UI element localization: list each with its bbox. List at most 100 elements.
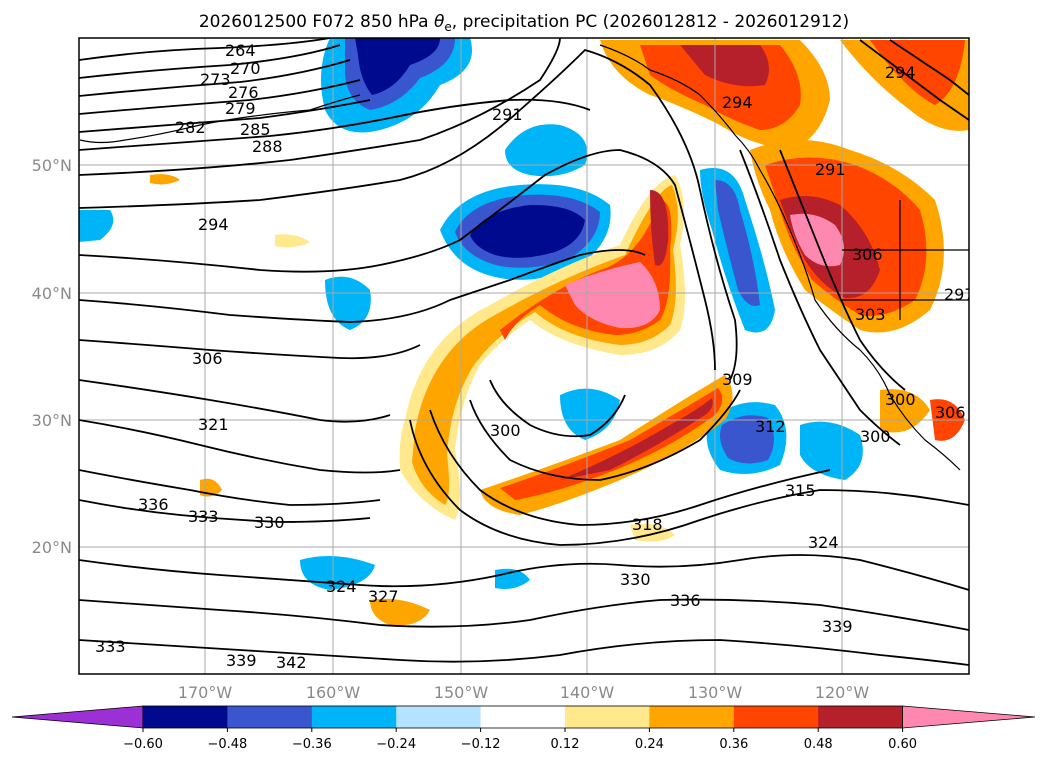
- colorbar-extend-max: [902, 705, 1036, 729]
- colorbar-swatch: [649, 706, 735, 728]
- contour-label: 300: [860, 427, 891, 446]
- contour-label: 294: [198, 215, 229, 234]
- theta-e-contours: [79, 38, 969, 666]
- pos-anomaly-arc-darkred: [650, 190, 669, 266]
- contour-label: 282: [175, 118, 206, 137]
- colorbar: −0.60 −0.48 −0.36 −0.24 −0.12 0.12 0.24 0.36 0.4…: [11, 705, 1036, 752]
- neg-anomaly-south-2: [800, 421, 863, 480]
- pos-anomaly-coast-north-pink: [680, 45, 769, 87]
- pos-anomaly-west-coast-pink: [790, 213, 844, 267]
- longitude-labels: 170°W 160°W 150°W 140°W 130°W 120°W: [178, 683, 870, 702]
- contour-label: 315: [785, 481, 816, 500]
- contour-label: 300: [490, 421, 521, 440]
- colorbar-swatch: [818, 706, 904, 728]
- colorbar-swatch: [396, 706, 482, 728]
- pos-anomaly-arc-orange: [412, 185, 678, 505]
- pos-anomaly-small-6: [150, 174, 180, 185]
- contour-label: 303: [855, 305, 886, 324]
- contour-label: 288: [252, 137, 283, 156]
- contour-label: 306: [935, 403, 966, 422]
- contour-label: 321: [198, 415, 229, 434]
- pos-anomaly-small-2: [370, 598, 430, 626]
- colorbar-tick-label: −0.24: [376, 737, 416, 752]
- lon-label: 120°W: [815, 683, 870, 702]
- contour-label: 312: [755, 417, 786, 436]
- contour-label: 327: [368, 587, 399, 606]
- colorbar-swatch: [143, 706, 228, 728]
- contour-label: 336: [670, 591, 701, 610]
- colorbar-tick-label: −0.60: [123, 737, 163, 752]
- contour-label: 279: [225, 99, 256, 118]
- colorbar-tick-label: 0.60: [888, 737, 917, 752]
- colorbar-tick-label: 0.36: [719, 737, 748, 752]
- lon-label: 140°W: [560, 683, 615, 702]
- contour-label: 330: [620, 570, 651, 589]
- colorbar-tick-label: −0.12: [461, 737, 501, 752]
- contour-label: 270: [230, 59, 261, 78]
- pos-anomaly-arc-pink: [565, 262, 660, 329]
- neg-anomaly-north-pacific-navy: [355, 38, 440, 95]
- colorbar-frame: [142, 705, 903, 729]
- contour-label: 300: [885, 390, 916, 409]
- map-frame: [78, 37, 970, 675]
- lon-label: 150°W: [434, 683, 489, 702]
- colorbar-tick-labels: −0.60 −0.48 −0.36 −0.24 −0.12 0.12 0.24 0.36 0.4…: [123, 728, 917, 752]
- pos-anomaly-small-7: [275, 234, 310, 248]
- contour-label: 273: [200, 70, 231, 89]
- contour-label: 285: [240, 120, 271, 139]
- contour-label: 294: [885, 63, 916, 82]
- neg-anomaly-south-1-core: [720, 415, 774, 464]
- colorbar-extend-min: [11, 705, 144, 729]
- contour-label: 297: [944, 285, 975, 304]
- contour-label: 336: [138, 495, 169, 514]
- contour-label: 333: [188, 507, 219, 526]
- lon-label: 170°W: [178, 683, 233, 702]
- contour-label: 264: [225, 41, 256, 60]
- latitude-labels: 50°N 40°N 30°N 20°N: [32, 156, 72, 557]
- contour-label: 339: [226, 651, 257, 670]
- contour-label: 306: [192, 349, 223, 368]
- coastlines: [79, 44, 969, 471]
- colorbar-swatch: [311, 706, 397, 728]
- contour-label: 291: [492, 105, 523, 124]
- contour-label: 318: [632, 515, 663, 534]
- colorbar-swatch: [227, 706, 313, 728]
- colorbar-swatches: [11, 705, 1036, 729]
- map-gridlines: [79, 38, 969, 674]
- contour-label: 342: [276, 653, 307, 672]
- contour-label: 294: [722, 93, 753, 112]
- neg-anomaly-central-navy: [470, 204, 585, 258]
- precipitation-shading: [79, 38, 969, 626]
- pos-anomaly-band-red: [500, 388, 723, 500]
- map-panel: 264 270 273 276 279 282 285 288 291 294 …: [78, 37, 975, 675]
- figure-title: 2026012500 F072 850 hPa θe, precipitatio…: [199, 12, 849, 34]
- colorbar-tick-label: 0.12: [551, 737, 580, 752]
- lat-label: 40°N: [32, 284, 72, 303]
- lat-label: 50°N: [32, 156, 72, 175]
- contour-label: 330: [254, 513, 285, 532]
- neg-anomaly-south-3: [560, 388, 620, 440]
- colorbar-swatch: [565, 706, 650, 728]
- colorbar-tick-label: 0.24: [635, 737, 664, 752]
- contour-label: 291: [815, 160, 846, 179]
- lon-label: 130°W: [688, 683, 743, 702]
- contour-label: 276: [228, 83, 259, 102]
- contour-label: 324: [808, 533, 839, 552]
- neg-anomaly-west: [325, 276, 371, 330]
- colorbar-tick-label: −0.48: [207, 737, 247, 752]
- lat-label: 20°N: [32, 538, 72, 557]
- pos-anomaly-ne-red: [870, 40, 965, 105]
- contour-label: 339: [822, 617, 853, 636]
- colorbar-swatch: [480, 706, 566, 728]
- colorbar-swatch: [733, 706, 819, 728]
- neg-anomaly-far-west: [79, 210, 114, 242]
- contour-label: 324: [326, 577, 357, 596]
- contour-label: 306: [852, 245, 883, 264]
- colorbar-tick-label: −0.36: [292, 737, 332, 752]
- lon-label: 160°W: [306, 683, 361, 702]
- neg-anomaly-coast-band-core: [715, 180, 760, 306]
- lat-label: 30°N: [32, 411, 72, 430]
- contour-label: 309: [722, 370, 753, 389]
- contour-label: 333: [95, 637, 126, 656]
